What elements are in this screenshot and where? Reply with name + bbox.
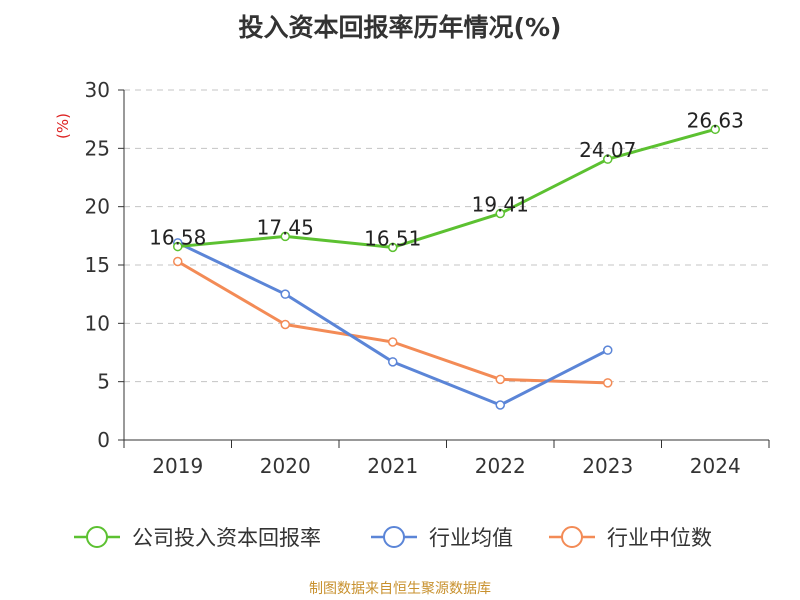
data-point: [495, 208, 505, 219]
x-tick-label: 2019: [152, 454, 203, 478]
data-label: 26.63: [687, 108, 744, 132]
chart-title: 投入资本回报率历年情况(%): [238, 13, 562, 42]
legend-item-2: 行业中位数: [549, 526, 712, 550]
data-point: [495, 400, 505, 410]
y-tick-label: 15: [85, 253, 110, 277]
y-tick-label: 5: [97, 370, 110, 394]
data-point: [280, 319, 290, 330]
x-tick-label: 2021: [367, 454, 418, 478]
x-tick-label: 2022: [475, 454, 526, 478]
legend-swatch-marker: [86, 526, 108, 548]
legend-item-1: 行业均值: [371, 526, 513, 550]
y-tick-label: 10: [85, 311, 110, 335]
legend-label: 行业均值: [429, 526, 513, 550]
data-point: [603, 345, 613, 355]
data-point: [603, 154, 613, 164]
data-point: [388, 337, 398, 347]
data-point: [388, 357, 398, 367]
series-layer: [173, 124, 720, 410]
data-point: [603, 378, 613, 388]
legend-swatch-marker: [383, 526, 405, 548]
data-point: [495, 374, 505, 385]
data-label: 16.58: [149, 226, 206, 250]
y-tick-label: 0: [97, 428, 110, 452]
x-tick-label: 2024: [690, 454, 741, 478]
series-line-0: [177, 127, 716, 249]
data-point: [173, 241, 183, 252]
data-point: [280, 289, 290, 299]
legend-swatch-marker: [561, 526, 583, 548]
data-label: 19.41: [472, 193, 529, 217]
data-label: 16.51: [364, 226, 421, 250]
data-point: [173, 256, 183, 267]
legend-label: 行业中位数: [607, 526, 712, 550]
legend: 公司投入资本回报率 行业均值 行业中位数: [74, 526, 712, 550]
axis-layer: 0 5 10 15 20 25 30 (%) 2019 2020 2021 2022 2023 2024: [54, 78, 770, 478]
data-point: [710, 124, 720, 135]
legend-item-0: 公司投入资本回报率: [74, 526, 321, 550]
y-axis-label: (%): [54, 113, 72, 139]
data-point: [388, 242, 398, 253]
y-tick-label: 25: [85, 136, 110, 160]
y-tick-label: 20: [85, 195, 110, 219]
data-label: 24.07: [579, 138, 636, 162]
x-tick-label: 2023: [582, 454, 633, 478]
data-point: [280, 231, 290, 242]
data-label: 17.45: [257, 215, 314, 239]
legend-label: 公司投入资本回报率: [132, 526, 321, 550]
x-tick-label: 2020: [260, 454, 311, 478]
grid-layer: [124, 89, 769, 383]
y-tick-label: 30: [85, 78, 110, 102]
data-label-layer: 16.58 17.45 16.51 19.41 24.07 26.63: [149, 108, 744, 250]
source-note: 制图数据来自恒生聚源数据库: [309, 581, 491, 597]
